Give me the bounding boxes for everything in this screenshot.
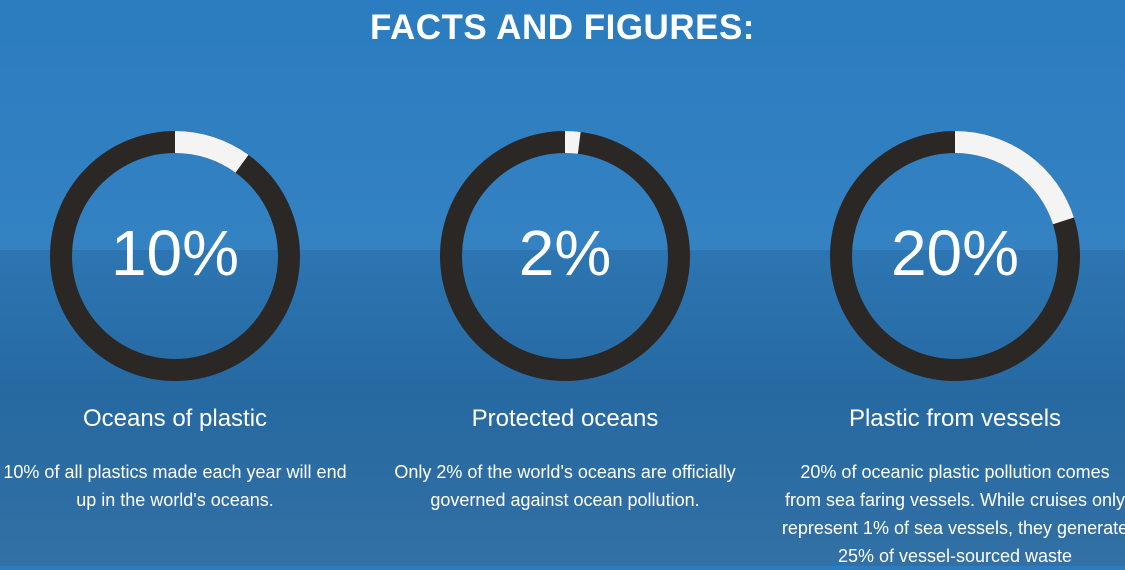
percent-label: 10% xyxy=(111,217,239,289)
fact-label: Plastic from vessels xyxy=(848,405,1062,432)
fact-label: Protected oceans xyxy=(471,405,659,432)
fact-description: 10% of all plastics made each year will … xyxy=(3,462,347,510)
fact-description: 20% of oceanic plastic pollution comes f… xyxy=(781,462,1125,566)
ring-progress xyxy=(440,131,690,381)
ring-progress xyxy=(830,131,1080,381)
title: FACTS AND FIGURES: xyxy=(370,8,755,47)
background-shade xyxy=(0,250,1125,566)
ring-progress xyxy=(50,131,300,381)
fact-label: Oceans of plastic xyxy=(82,405,268,432)
percent-label: 20% xyxy=(891,217,1019,289)
percent-label: 2% xyxy=(519,217,612,289)
fact-description: Only 2% of the world's oceans are offici… xyxy=(394,462,736,510)
